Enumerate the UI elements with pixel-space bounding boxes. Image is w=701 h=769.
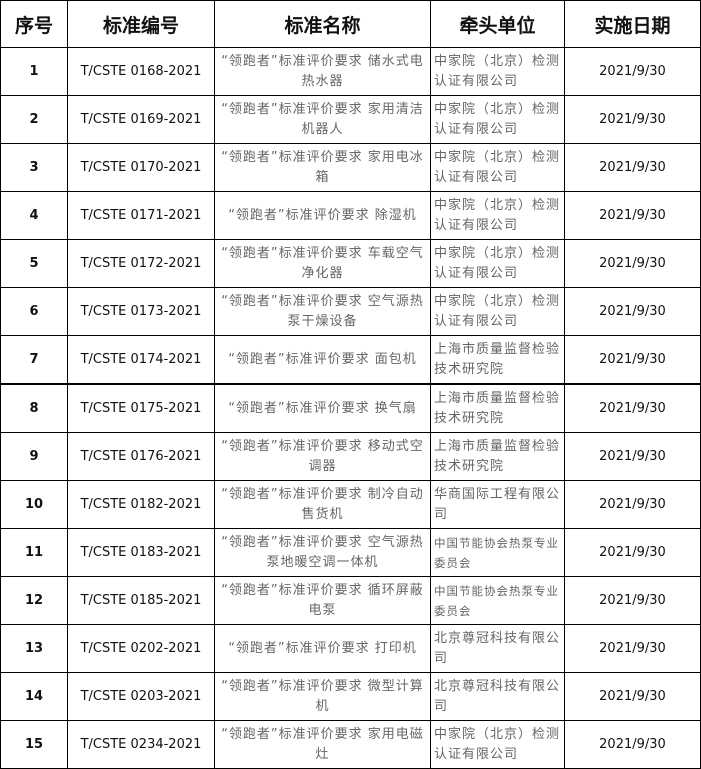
header-row: 序号 标准编号 标准名称 牵头单位 实施日期: [0, 0, 701, 48]
implementation-date: 2021/9/30: [564, 383, 701, 433]
implementation-date: 2021/9/30: [564, 95, 701, 144]
table-row: 8 T/CSTE 0175-2021 “领跑者”标准评价要求 换气扇 上海市质量监督检…: [0, 383, 701, 433]
lead-unit: 中家院（北京）检测认证有限公司: [430, 287, 565, 336]
implementation-date: 2021/9/30: [564, 239, 701, 288]
lead-unit: 中家院（北京）检测认证有限公司: [430, 143, 565, 192]
lead-unit: 北京尊冠科技有限公司: [430, 672, 565, 721]
row-number: 1: [0, 47, 68, 96]
lead-unit: 北京尊冠科技有限公司: [430, 624, 565, 673]
row-number: 9: [0, 432, 68, 481]
standard-name: “领跑者”标准评价要求 制冷自动售货机: [214, 480, 431, 529]
standard-code: T/CSTE 0169-2021: [67, 95, 215, 144]
row-number: 13: [0, 624, 68, 673]
lead-unit: 华商国际工程有限公司: [430, 480, 565, 529]
table-row: 14 T/CSTE 0203-2021 “领跑者”标准评价要求 微型计算机 北京尊冠科…: [0, 672, 701, 721]
standard-code: T/CSTE 0173-2021: [67, 287, 215, 336]
table-row: 10 T/CSTE 0182-2021 “领跑者”标准评价要求 制冷自动售货机 华商国…: [0, 480, 701, 529]
lead-unit: 中家院（北京）检测认证有限公司: [430, 95, 565, 144]
implementation-date: 2021/9/30: [564, 47, 701, 96]
standard-name: “领跑者”标准评价要求 家用电磁灶: [214, 720, 431, 769]
standard-name: “领跑者”标准评价要求 储水式电热水器: [214, 47, 431, 96]
row-number: 3: [0, 143, 68, 192]
standard-code: T/CSTE 0176-2021: [67, 432, 215, 481]
table-row: 6 T/CSTE 0173-2021 “领跑者”标准评价要求 空气源热泵干燥设备 中家…: [0, 287, 701, 336]
standard-code: T/CSTE 0203-2021: [67, 672, 215, 721]
standard-code: T/CSTE 0234-2021: [67, 720, 215, 769]
table-row: 9 T/CSTE 0176-2021 “领跑者”标准评价要求 移动式空调器 上海市质量…: [0, 432, 701, 481]
lead-unit: 上海市质量监督检验技术研究院: [430, 335, 565, 385]
header-name: 标准名称: [214, 0, 431, 48]
row-number: 15: [0, 720, 68, 769]
standard-code: T/CSTE 0185-2021: [67, 576, 215, 625]
standard-code: T/CSTE 0202-2021: [67, 624, 215, 673]
standard-name: “领跑者”标准评价要求 移动式空调器: [214, 432, 431, 481]
lead-unit: 中国节能协会热泵专业委员会: [430, 576, 565, 625]
implementation-date: 2021/9/30: [564, 335, 701, 385]
row-number: 5: [0, 239, 68, 288]
implementation-date: 2021/9/30: [564, 432, 701, 481]
standard-code: T/CSTE 0168-2021: [67, 47, 215, 96]
table-row: 3 T/CSTE 0170-2021 “领跑者”标准评价要求 家用电冰箱 中家院（北京…: [0, 143, 701, 192]
row-number: 7: [0, 335, 68, 385]
standard-name: “领跑者”标准评价要求 车载空气净化器: [214, 239, 431, 288]
standard-code: T/CSTE 0183-2021: [67, 528, 215, 577]
lead-unit: 中家院（北京）检测认证有限公司: [430, 191, 565, 240]
row-number: 10: [0, 480, 68, 529]
header-date: 实施日期: [564, 0, 701, 48]
row-number: 11: [0, 528, 68, 577]
lead-unit: 中国节能协会热泵专业委员会: [430, 528, 565, 577]
row-number: 8: [0, 383, 68, 433]
table-row: 4 T/CSTE 0171-2021 “领跑者”标准评价要求 除湿机 中家院（北京）检…: [0, 191, 701, 240]
standard-name: “领跑者”标准评价要求 家用电冰箱: [214, 143, 431, 192]
standard-name: “领跑者”标准评价要求 空气源热泵干燥设备: [214, 287, 431, 336]
row-number: 2: [0, 95, 68, 144]
implementation-date: 2021/9/30: [564, 191, 701, 240]
standard-code: T/CSTE 0172-2021: [67, 239, 215, 288]
standard-code: T/CSTE 0170-2021: [67, 143, 215, 192]
header-no: 序号: [0, 0, 68, 48]
table-row: 11 T/CSTE 0183-2021 “领跑者”标准评价要求 空气源热泵地暖空调一…: [0, 528, 701, 577]
implementation-date: 2021/9/30: [564, 672, 701, 721]
standard-name: “领跑者”标准评价要求 除湿机: [214, 191, 431, 240]
implementation-date: 2021/9/30: [564, 528, 701, 577]
standard-name: “领跑者”标准评价要求 微型计算机: [214, 672, 431, 721]
row-number: 14: [0, 672, 68, 721]
implementation-date: 2021/9/30: [564, 143, 701, 192]
lead-unit: 上海市质量监督检验技术研究院: [430, 432, 565, 481]
implementation-date: 2021/9/30: [564, 287, 701, 336]
table-row: 1 T/CSTE 0168-2021 “领跑者”标准评价要求 储水式电热水器 中家院（…: [0, 47, 701, 96]
lead-unit: 中家院（北京）检测认证有限公司: [430, 720, 565, 769]
implementation-date: 2021/9/30: [564, 720, 701, 769]
standard-name: “领跑者”标准评价要求 循环屏蔽电泵: [214, 576, 431, 625]
row-number: 6: [0, 287, 68, 336]
implementation-date: 2021/9/30: [564, 576, 701, 625]
lead-unit: 中家院（北京）检测认证有限公司: [430, 239, 565, 288]
row-number: 4: [0, 191, 68, 240]
table-row: 2 T/CSTE 0169-2021 “领跑者”标准评价要求 家用清洁机器人 中家院（…: [0, 95, 701, 144]
row-number: 12: [0, 576, 68, 625]
table-row: 13 T/CSTE 0202-2021 “领跑者”标准评价要求 打印机 北京尊冠科技有…: [0, 624, 701, 673]
standard-name: “领跑者”标准评价要求 换气扇: [214, 383, 431, 433]
table-row: 5 T/CSTE 0172-2021 “领跑者”标准评价要求 车载空气净化器 中家院（…: [0, 239, 701, 288]
table-row: 12 T/CSTE 0185-2021 “领跑者”标准评价要求 循环屏蔽电泵 中国节能…: [0, 576, 701, 625]
standard-code: T/CSTE 0171-2021: [67, 191, 215, 240]
implementation-date: 2021/9/30: [564, 480, 701, 529]
standard-name: “领跑者”标准评价要求 空气源热泵地暖空调一体机: [214, 528, 431, 577]
standard-name: “领跑者”标准评价要求 面包机: [214, 335, 431, 385]
standard-name: “领跑者”标准评价要求 家用清洁机器人: [214, 95, 431, 144]
standard-code: T/CSTE 0174-2021: [67, 335, 215, 385]
table-row: 15 T/CSTE 0234-2021 “领跑者”标准评价要求 家用电磁灶 中家院（北…: [0, 720, 701, 769]
lead-unit: 中家院（北京）检测认证有限公司: [430, 47, 565, 96]
implementation-date: 2021/9/30: [564, 624, 701, 673]
standard-name: “领跑者”标准评价要求 打印机: [214, 624, 431, 673]
table-row: 7 T/CSTE 0174-2021 “领跑者”标准评价要求 面包机 上海市质量监督检…: [0, 335, 701, 385]
standard-code: T/CSTE 0182-2021: [67, 480, 215, 529]
header-unit: 牵头单位: [430, 0, 565, 48]
header-code: 标准编号: [67, 0, 215, 48]
lead-unit: 上海市质量监督检验技术研究院: [430, 383, 565, 433]
standard-code: T/CSTE 0175-2021: [67, 383, 215, 433]
